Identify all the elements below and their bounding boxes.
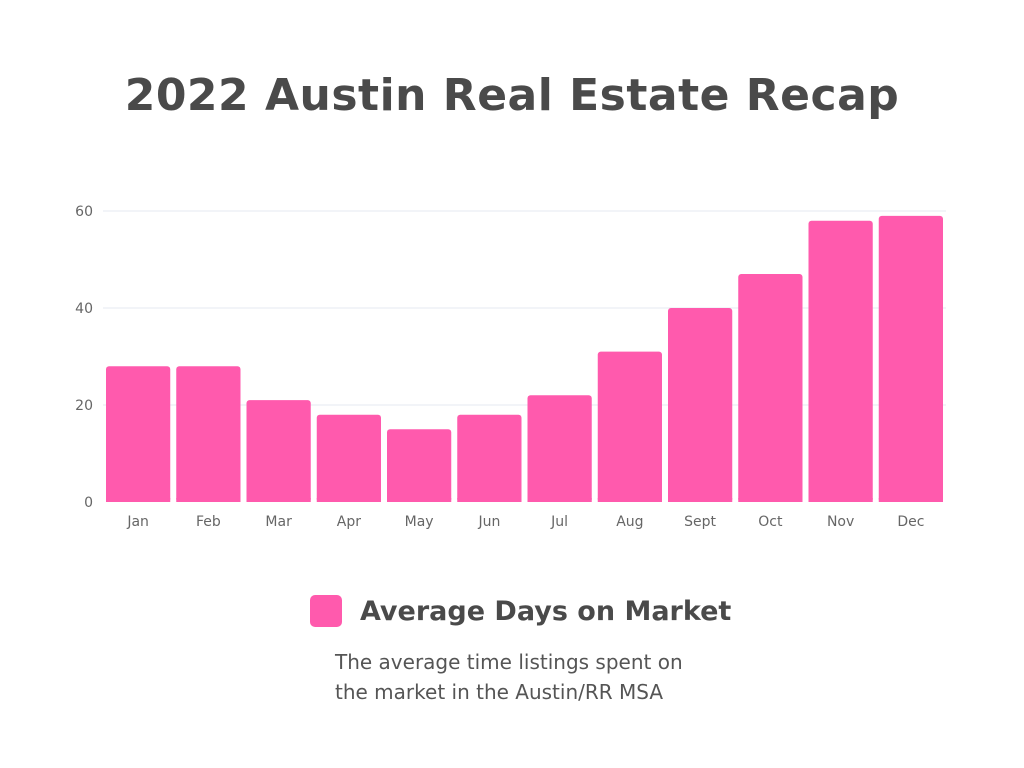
y-tick-label: 60 bbox=[75, 204, 93, 220]
bar-base bbox=[457, 498, 522, 502]
bar-base bbox=[878, 498, 943, 502]
x-tick-label: Mar bbox=[265, 514, 292, 530]
x-tick-label: Sept bbox=[684, 514, 716, 530]
bar-base bbox=[738, 498, 803, 502]
bar bbox=[387, 429, 452, 502]
bar-base bbox=[387, 498, 452, 502]
y-tick-label: 0 bbox=[84, 495, 93, 511]
bar-base bbox=[527, 498, 592, 502]
bar bbox=[176, 366, 241, 502]
x-tick-label: Oct bbox=[758, 514, 783, 530]
bar bbox=[668, 308, 733, 502]
bar-base bbox=[176, 498, 241, 502]
bar bbox=[246, 400, 311, 502]
x-tick-label: Nov bbox=[827, 514, 854, 530]
x-tick-label: Jul bbox=[550, 514, 568, 530]
legend: Average Days on Market bbox=[310, 595, 731, 627]
chart-title: 2022 Austin Real Estate Recap bbox=[124, 70, 900, 121]
x-tick-label: Aug bbox=[616, 514, 643, 530]
x-tick-label: May bbox=[405, 514, 434, 530]
x-tick-label: Jan bbox=[126, 514, 149, 530]
y-tick-label: 20 bbox=[75, 398, 93, 414]
bar bbox=[316, 414, 381, 502]
bar-base bbox=[316, 498, 381, 502]
bar-base bbox=[597, 498, 662, 502]
bar-base bbox=[668, 498, 733, 502]
bar bbox=[808, 220, 873, 502]
legend-label: Average Days on Market bbox=[360, 595, 732, 627]
legend-swatch bbox=[310, 595, 342, 627]
x-tick-label: Jun bbox=[477, 514, 500, 530]
bar bbox=[527, 395, 592, 502]
x-tick-label: Apr bbox=[337, 514, 361, 530]
bar bbox=[106, 366, 171, 502]
bar bbox=[597, 351, 662, 502]
legend-description: The average time listings spent on the m… bbox=[335, 650, 683, 704]
x-tick-label: Dec bbox=[897, 514, 924, 530]
x-tick-label: Feb bbox=[196, 514, 221, 530]
bar bbox=[738, 274, 803, 502]
bar bbox=[457, 414, 522, 502]
y-tick-label: 40 bbox=[75, 301, 93, 317]
bar-base bbox=[808, 498, 873, 502]
bar-base bbox=[246, 498, 311, 502]
bar-base bbox=[106, 498, 171, 502]
bar bbox=[878, 215, 943, 502]
